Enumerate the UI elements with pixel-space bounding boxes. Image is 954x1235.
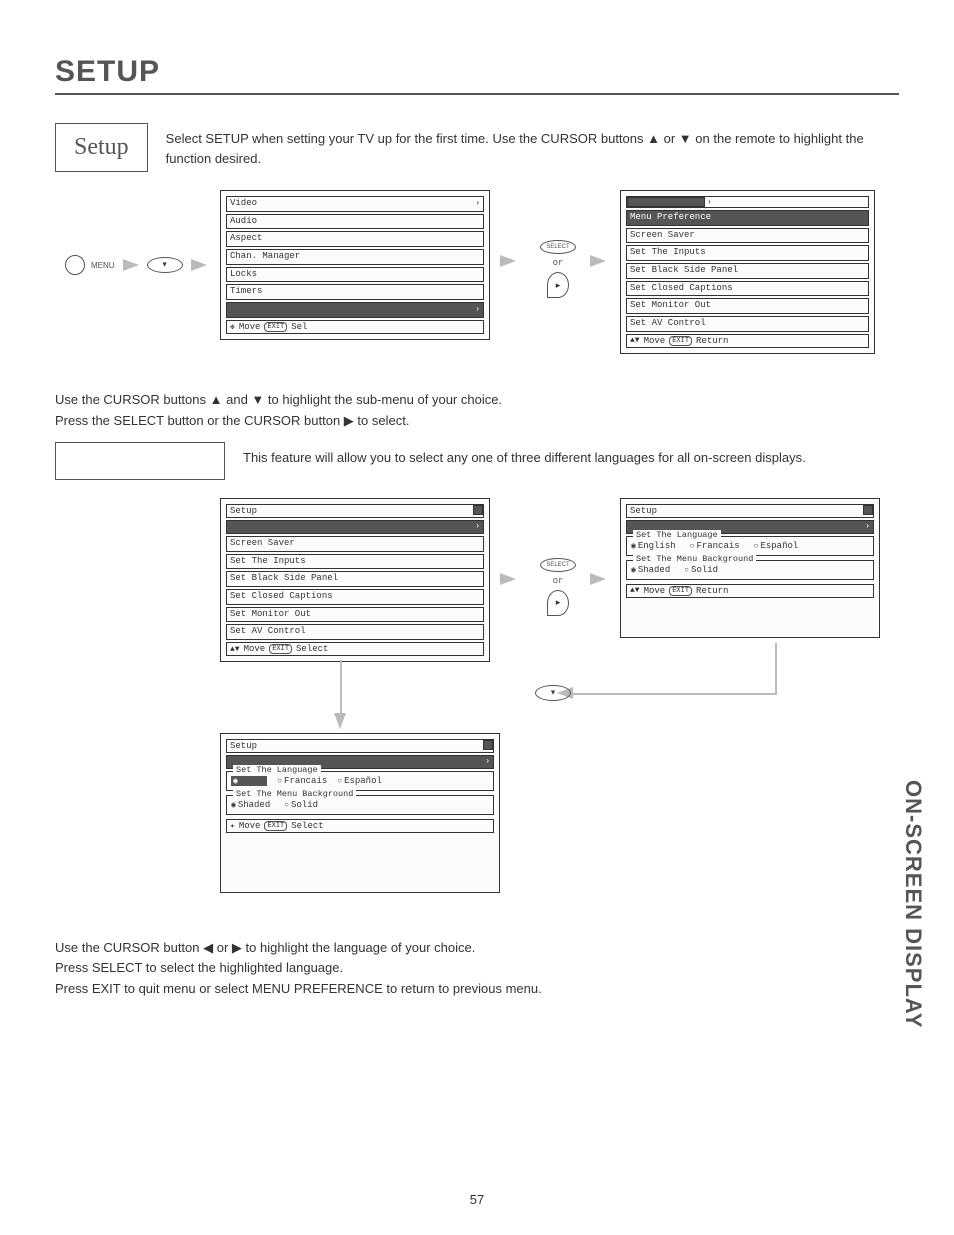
- menu-label: MENU: [91, 261, 115, 270]
- arrow-icon: [500, 255, 516, 267]
- language-feature-text: This feature will allow you to select an…: [243, 442, 899, 465]
- select-or-cursor: SELECT or ▸: [540, 240, 576, 298]
- connector-line: [775, 643, 777, 693]
- language-panel-osd: Setup › Set The Language English Francai…: [620, 498, 880, 638]
- menu-pref-osd: Setup › Screen Saver Set The Inputs Set …: [220, 498, 490, 663]
- connector-line: [340, 660, 342, 715]
- setup-description: Select SETUP when setting your TV up for…: [166, 123, 899, 168]
- arrow-icon: [123, 259, 139, 271]
- language-panel-osd-2: Setup › Set The Language Francais Españo…: [220, 733, 500, 893]
- empty-label-box: [55, 442, 225, 480]
- select-or-cursor: SELECT or ▸: [540, 558, 576, 616]
- instruction-text: Use the CURSOR buttons and to highlight …: [55, 390, 899, 432]
- cursor-button-icon: [147, 257, 183, 273]
- arrow-icon: [334, 713, 346, 729]
- arrow-icon: [500, 573, 516, 585]
- bottom-instructions: Use the CURSOR button or to highlight th…: [55, 938, 899, 1000]
- page-title: SETUP: [55, 55, 899, 95]
- main-menu-osd: Video› Audio Aspect Chan. Manager Locks …: [220, 190, 490, 340]
- setup-menu-osd: › Menu Preference Screen Saver Set The I…: [620, 190, 875, 354]
- page-number: 57: [470, 1192, 484, 1207]
- arrow-icon: [590, 573, 606, 585]
- side-section-label: ON-SCREEN DISPLAY: [900, 780, 926, 1028]
- connector-line: [573, 693, 777, 695]
- setup-box-label: Setup: [55, 123, 148, 172]
- arrow-icon: [191, 259, 207, 271]
- menu-button-icon: [65, 255, 85, 275]
- cursor-button-icon: [535, 685, 571, 701]
- arrow-icon: [590, 255, 606, 267]
